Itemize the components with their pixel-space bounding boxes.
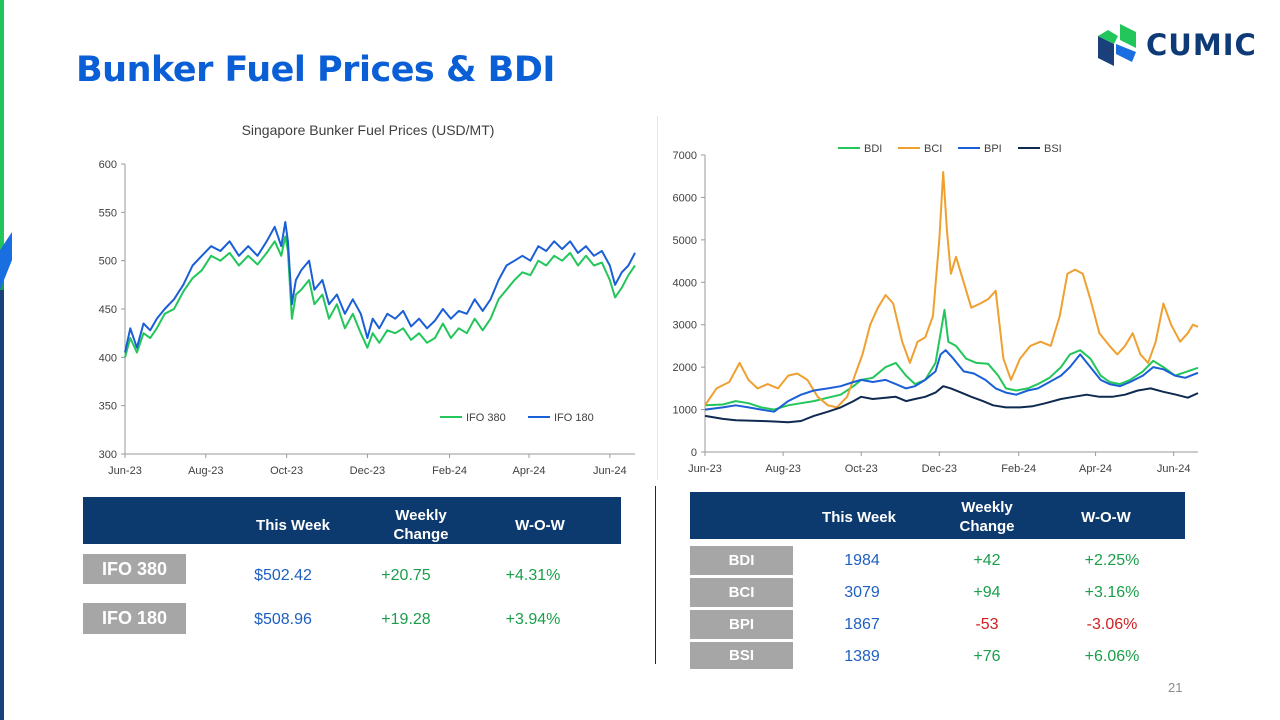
y-tick-label: 5000 [673,235,697,247]
x-tick-label: Dec-23 [350,465,385,477]
cumic-logo-icon [1098,24,1136,66]
y-tick-label: 550 [99,207,117,219]
fuel-table-header: This Week Weekly Change W-O-W [83,497,621,544]
legend-label: BDI [864,143,882,155]
page-title: Bunker Fuel Prices & BDI [76,50,555,90]
y-tick-label: 500 [99,256,117,268]
ifo-180-wow: +3.94% [505,611,561,628]
y-tick-label: 450 [99,304,117,316]
bpi-wow: -3.06% [1086,616,1138,633]
x-tick-label: Aug-23 [765,463,800,475]
bpi-change: -53 [975,616,999,633]
logo-text: CUMIC [1146,28,1257,62]
index-table-header: This Week Weekly Change W-O-W [690,492,1185,539]
ifo-380-change: +20.75 [381,567,431,584]
bpi-value: 1867 [844,616,880,633]
x-tick-label: Jun-24 [1157,463,1191,475]
bsi-value: 1389 [844,648,880,665]
ifo-180-change: +19.28 [381,611,431,628]
bdi-chart: 0 1000 2000 3000 4000 5000 6000 7000 Jun-23 Aug-2… [673,143,1199,475]
y-tick-label: 1000 [673,405,697,417]
x-tick-label: Apr-24 [513,465,546,477]
y-tick-label: 600 [99,159,117,171]
legend-label: IFO 380 [466,412,506,424]
row-label-ifo-180: IFO 180 [83,603,186,634]
ifo-380-wow: +4.31% [505,567,561,584]
y-tick-label: 7000 [673,150,697,162]
y-tick-label: 300 [99,449,117,461]
bdi-value: 1984 [844,552,880,569]
series-line-bci [704,171,1199,409]
y-tick-label: 0 [691,447,697,459]
bdi-wow: +2.25% [1084,552,1140,569]
x-tick-label: Jun-24 [593,465,627,477]
fuel-price-chart: Singapore Bunker Fuel Prices (USD/MT) 300… [99,122,636,477]
row-label-bpi: BPI [690,610,793,639]
ifo-180-value: $508.96 [254,611,312,628]
y-tick-label: 350 [99,401,117,413]
page-number: 21 [1168,680,1183,695]
x-tick-label: Jun-23 [108,465,142,477]
x-tick-label: Feb-24 [432,465,467,477]
bci-wow: +3.16% [1084,584,1140,601]
edge-stripe [0,0,12,720]
chart-divider [657,116,658,480]
legend-label: BCI [924,143,942,155]
y-tick-label: 2000 [673,362,697,374]
series-line-bsi [704,385,1199,424]
chart-title: Singapore Bunker Fuel Prices (USD/MT) [242,122,495,138]
header-this-week: This Week [822,509,896,526]
header-this-week: This Week [256,517,330,534]
bci-value: 3079 [844,584,880,601]
series-line-bpi [704,349,1199,413]
bdi-change: +42 [973,552,1001,569]
bsi-change: +76 [973,648,1001,665]
bci-change: +94 [973,584,1001,601]
y-tick-label: 400 [99,352,117,364]
x-tick-label: Feb-24 [1001,463,1036,475]
x-tick-label: Aug-23 [188,465,223,477]
bsi-wow: +6.06% [1084,648,1140,665]
x-tick-label: Apr-24 [1079,463,1112,475]
series-line-bdi [704,308,1199,411]
legend-label: IFO 180 [554,412,594,424]
header-weekly-change: Weekly Change [393,507,449,543]
series-line-ifo-380 [124,235,636,358]
y-tick-label: 3000 [673,320,697,332]
legend-label: BSI [1044,143,1062,155]
header-weekly-change: Weekly Change [959,499,1015,535]
row-label-ifo-380: IFO 380 [83,554,186,584]
row-label-bsi: BSI [690,642,793,669]
x-tick-label: Jun-23 [688,463,722,475]
table-divider [655,486,656,664]
x-tick-label: Oct-23 [845,463,878,475]
ifo-380-value: $502.42 [254,567,312,584]
y-tick-label: 4000 [673,277,697,289]
header-wow: W-O-W [515,517,565,534]
row-label-bdi: BDI [690,546,793,575]
company-logo: CUMIC [1096,20,1256,70]
x-tick-label: Oct-23 [270,465,303,477]
header-wow: W-O-W [1081,509,1131,526]
row-label-bci: BCI [690,578,793,607]
x-tick-label: Dec-23 [922,463,957,475]
legend-label: BPI [984,143,1002,155]
y-tick-label: 6000 [673,192,697,204]
series-line-ifo-180 [124,221,636,353]
